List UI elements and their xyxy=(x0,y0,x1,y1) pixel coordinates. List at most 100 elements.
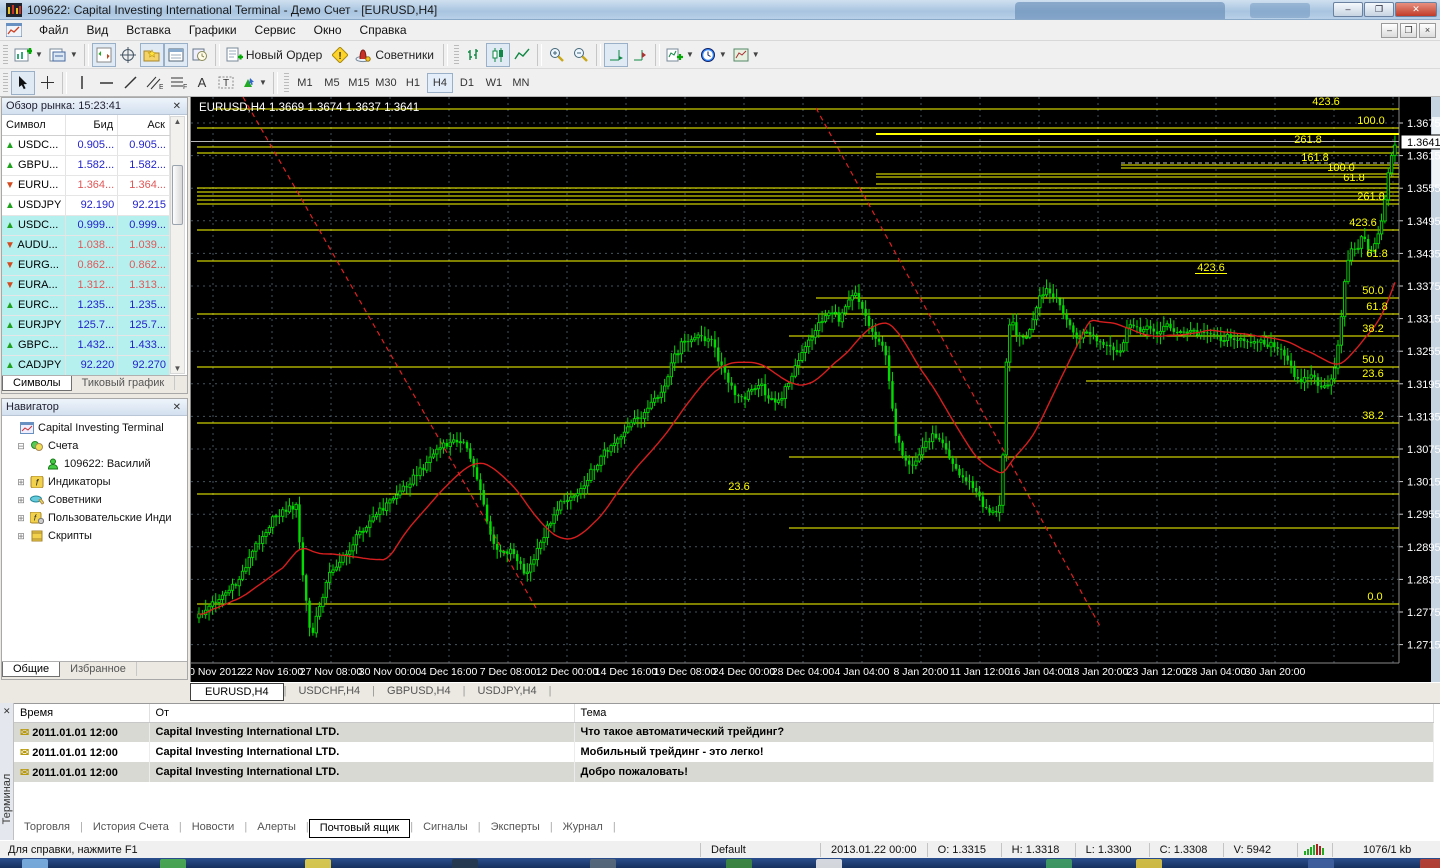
crosshair-button[interactable] xyxy=(35,71,59,95)
market-watch-row[interactable]: ▲ USDJPY 92.190 92.215 xyxy=(2,195,170,216)
mw-tab-Тиковый график[interactable]: Тиковый график xyxy=(72,376,176,390)
tree-expander-icon[interactable]: ⊞ xyxy=(17,530,25,541)
bar-chart-button[interactable] xyxy=(462,43,486,67)
mdi-close-button[interactable]: × xyxy=(1419,23,1436,38)
market-watch-scrollbar[interactable]: ▲ ▼ xyxy=(170,116,185,374)
timeframe-button-mn[interactable]: MN xyxy=(512,76,530,89)
taskbar-item[interactable] xyxy=(1136,859,1162,868)
zoom-in-button[interactable] xyxy=(545,43,569,67)
line-chart-button[interactable] xyxy=(510,43,534,67)
navigator-subitem[interactable]: 109622: Василий xyxy=(6,455,187,473)
price-chart[interactable]: 1.3675 1.3615 1.3555 1.3495 1.3435 1.3375 1.33… xyxy=(183,96,1440,682)
timeframe-button-m30[interactable]: M30 xyxy=(375,76,397,89)
market-watch-row[interactable]: ▲ USDC... 0.905... 0.905... xyxy=(2,135,170,156)
fibonacci-button[interactable]: F xyxy=(166,71,190,95)
cursor-button[interactable] xyxy=(11,70,35,95)
navigator-item-2[interactable]: ⊞ Советники xyxy=(17,494,102,506)
templates-button[interactable]: ▼ xyxy=(730,43,763,67)
taskbar-item[interactable] xyxy=(1420,859,1440,868)
trendline-button[interactable] xyxy=(118,71,142,95)
chart-window[interactable]: 1.3675 1.3615 1.3555 1.3495 1.3435 1.3375 1.33… xyxy=(183,96,1440,682)
navigator-item-0[interactable]: ⊟ Счета xyxy=(17,440,79,452)
nav-tab-Общие[interactable]: Общие xyxy=(2,662,61,677)
taskbar-item[interactable] xyxy=(726,859,752,868)
tree-expander-icon[interactable]: ⊞ xyxy=(17,512,25,523)
timeframe-button-w1[interactable]: W1 xyxy=(485,76,503,89)
mw-col-0[interactable]: Символ xyxy=(2,115,67,136)
navigator-item-4[interactable]: ⊞ Скрипты xyxy=(17,530,92,542)
window-close-button[interactable]: ✕ xyxy=(1395,2,1437,17)
market-watch-row[interactable]: ▲ GBPU... 1.582... 1.582... xyxy=(2,155,170,176)
navigator-toggle-button[interactable] xyxy=(139,42,164,67)
terminal-close-icon[interactable]: ✕ xyxy=(3,706,11,716)
mail-row[interactable]: ✉ 2011.01.01 12:00 Capital Investing Inte… xyxy=(14,722,1434,742)
market-watch-row[interactable]: ▼ AUDU... 1.038... 1.039... xyxy=(2,235,170,256)
mw-tab-Символы[interactable]: Символы xyxy=(2,376,72,391)
taskbar-item[interactable] xyxy=(1308,859,1334,868)
terminal-tab-3[interactable]: Алерты xyxy=(257,821,296,833)
timeframe-button-m1[interactable]: M1 xyxy=(297,76,313,89)
nav-tab-Избранное[interactable]: Избранное xyxy=(60,662,137,676)
taskbar-item[interactable] xyxy=(22,859,48,868)
tree-expander-icon[interactable]: ⊞ xyxy=(17,494,25,505)
timeframe-button-h4[interactable]: H4 xyxy=(426,72,453,93)
periods-button[interactable]: ▼ xyxy=(697,43,730,67)
terminal-tab-4[interactable]: Почтовый ящик xyxy=(308,819,411,838)
candlestick-button[interactable] xyxy=(485,42,510,67)
tree-expander-icon[interactable]: ⊞ xyxy=(17,476,25,487)
menu-item-1[interactable]: Вид xyxy=(86,23,109,37)
arrows-button[interactable]: ▼ xyxy=(238,71,270,95)
menu-item-0[interactable]: Файл xyxy=(39,23,69,37)
terminal-tab-6[interactable]: Эксперты xyxy=(490,821,540,833)
timeframe-button-m15[interactable]: M15 xyxy=(348,76,370,89)
navigator-close-icon[interactable]: ✕ xyxy=(172,401,181,413)
profiles-button[interactable]: ▼ xyxy=(46,43,81,67)
terminal-tab-0[interactable]: Торговля xyxy=(24,821,70,833)
market-watch-toggle-button[interactable] xyxy=(91,42,116,67)
timeframe-button-d1[interactable]: D1 xyxy=(459,76,474,89)
taskbar-item[interactable] xyxy=(305,859,331,868)
market-watch-close-icon[interactable]: ✕ xyxy=(172,100,181,112)
terminal-tab-1[interactable]: История Счета xyxy=(92,821,169,833)
text-label-button[interactable]: T xyxy=(214,71,238,95)
horizontal-line-button[interactable] xyxy=(94,71,118,95)
navigator-item-1[interactable]: ⊞ f Индикаторы xyxy=(17,476,111,488)
terminal-tab-2[interactable]: Новости xyxy=(191,821,235,833)
indicators-button[interactable]: ▼ xyxy=(663,43,697,67)
status-profile[interactable]: Default xyxy=(700,842,820,857)
chart-tab-usdjpy-h4[interactable]: USDJPY,H4 xyxy=(477,685,537,697)
mdi-restore-button[interactable]: ❐ xyxy=(1400,23,1417,38)
toolbar-grip[interactable] xyxy=(3,72,8,93)
menu-item-4[interactable]: Сервис xyxy=(254,23,296,37)
os-taskbar[interactable] xyxy=(0,858,1440,868)
navigator-header[interactable]: Навигатор ✕ xyxy=(2,399,187,416)
market-watch-row[interactable]: ▲ GBPC... 1.432... 1.433... xyxy=(2,335,170,356)
data-window-button[interactable] xyxy=(116,43,140,67)
market-watch-row[interactable]: ▼ EURU... 1.364... 1.364... xyxy=(2,175,170,196)
market-watch-row[interactable]: ▼ EURG... 0.862... 0.862... xyxy=(2,255,170,276)
toolbar-grip[interactable] xyxy=(3,44,8,65)
market-watch-row[interactable]: ▲ EURJPY 125.7... 125.7... xyxy=(2,315,170,336)
vertical-line-button[interactable] xyxy=(70,71,94,95)
text-button[interactable]: A xyxy=(190,71,214,95)
chart-tab-gbpusd-h4[interactable]: GBPUSD,H4 xyxy=(387,685,451,697)
auto-scroll-button[interactable] xyxy=(603,42,628,67)
toolbar-grip[interactable] xyxy=(453,44,459,65)
toolbar-grip[interactable] xyxy=(283,72,289,93)
new-order-button[interactable]: Новый Ордер xyxy=(223,43,328,67)
terminal-tab-5[interactable]: Сигналы xyxy=(423,821,468,833)
chart-shift-button[interactable] xyxy=(628,43,652,67)
market-watch-row[interactable]: ▼ EURA... 1.312... 1.313... xyxy=(2,275,170,296)
chart-tab-usdchf-h4[interactable]: USDCHF,H4 xyxy=(298,685,361,697)
mdi-minimize-button[interactable]: – xyxy=(1381,23,1398,38)
market-watch-header[interactable]: Обзор рынка: 15:23:41 ✕ xyxy=(2,98,187,115)
menu-item-5[interactable]: Окно xyxy=(313,23,342,37)
mw-col-2[interactable]: Аск xyxy=(117,115,170,136)
taskbar-item[interactable] xyxy=(452,859,478,868)
mw-col-1[interactable]: Бид xyxy=(65,115,119,136)
timeframe-button-m5[interactable]: M5 xyxy=(324,76,340,89)
navigator-root[interactable]: Capital Investing Terminal xyxy=(6,419,187,437)
mail-row[interactable]: ✉ 2011.01.01 12:00 Capital Investing Inte… xyxy=(14,762,1434,782)
mail-row[interactable]: ✉ 2011.01.01 12:00 Capital Investing Inte… xyxy=(14,742,1434,762)
market-watch-row[interactable]: ▲ EURC... 1.235... 1.235... xyxy=(2,295,170,316)
